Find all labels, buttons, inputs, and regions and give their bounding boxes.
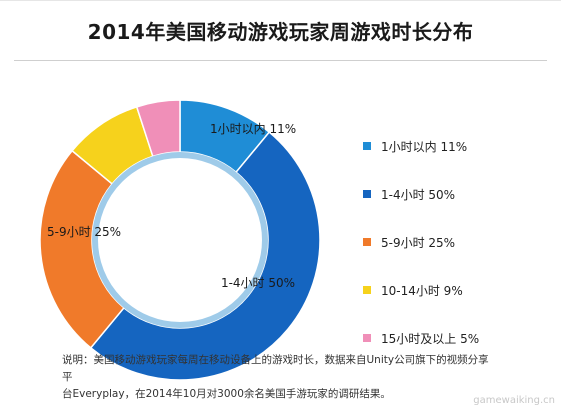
data-label: 1-4小时 50%	[221, 276, 295, 290]
donut-inner-ring	[92, 152, 268, 328]
legend-item: 10-14小时 9%	[363, 266, 479, 314]
legend-label: 5-9小时 25%	[381, 235, 456, 250]
data-label: 1小时以内 11%	[210, 122, 296, 136]
title-divider	[14, 60, 547, 61]
legend-swatch	[363, 142, 371, 150]
legend-item: 15小时及以上 5%	[363, 314, 479, 362]
footnote-line: 说明：美国移动游戏玩家每周在移动设备上的游戏时长，数据来自Unity公司旗下的视…	[62, 354, 489, 383]
legend-swatch	[363, 238, 371, 246]
footnote-line: 台Everyplay，在2014年10月对3000余名美国手游玩家的调研结果。	[62, 388, 391, 400]
watermark: gamewaiking.cn	[473, 395, 555, 406]
footnote: 说明：美国移动游戏玩家每周在移动设备上的游戏时长，数据来自Unity公司旗下的视…	[62, 352, 492, 403]
chart-legend: 1小时以内 11% 1-4小时 50% 5-9小时 25% 10-14小时 9%…	[363, 122, 479, 362]
legend-item: 1小时以内 11%	[363, 122, 479, 170]
legend-label: 10-14小时 9%	[381, 283, 463, 298]
legend-swatch	[363, 190, 371, 198]
chart-title: 2014年美国移动游戏玩家周游戏时长分布	[87, 20, 474, 44]
legend-item: 5-9小时 25%	[363, 218, 479, 266]
legend-swatch	[363, 334, 371, 342]
data-label: 5-9小时 25%	[47, 225, 121, 239]
legend-swatch	[363, 286, 371, 294]
legend-label: 1小时以内 11%	[381, 139, 468, 154]
legend-item: 1-4小时 50%	[363, 170, 479, 218]
legend-label: 15小时及以上 5%	[381, 331, 480, 346]
legend-label: 1-4小时 50%	[381, 187, 456, 202]
